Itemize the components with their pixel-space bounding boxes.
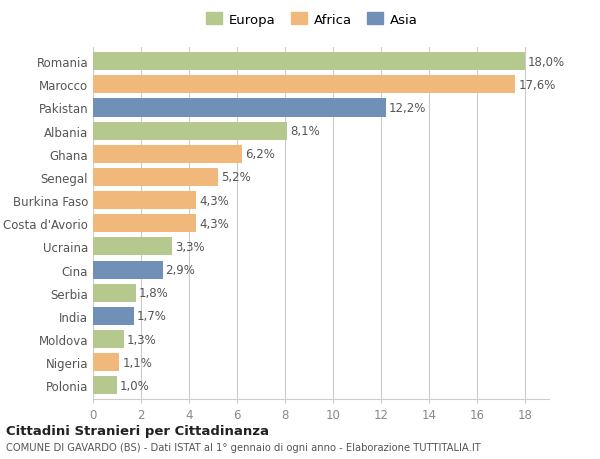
Text: 8,1%: 8,1% (290, 125, 320, 138)
Text: 1,1%: 1,1% (122, 356, 152, 369)
Bar (93, 261, 163, 279)
Bar (93, 53, 525, 71)
Text: 5,2%: 5,2% (221, 171, 250, 184)
Text: 4,3%: 4,3% (199, 194, 229, 207)
Bar (93, 146, 242, 163)
Bar (93, 192, 196, 210)
Text: 17,6%: 17,6% (518, 78, 556, 92)
Bar (93, 215, 196, 233)
Legend: Europa, Africa, Asia: Europa, Africa, Asia (202, 9, 422, 30)
Text: 12,2%: 12,2% (389, 102, 426, 115)
Bar (93, 238, 172, 256)
Text: 2,9%: 2,9% (166, 263, 196, 276)
Bar (93, 99, 386, 117)
Bar (93, 123, 287, 140)
Text: 1,7%: 1,7% (137, 310, 167, 323)
Bar (93, 76, 515, 94)
Text: 1,3%: 1,3% (127, 333, 157, 346)
Bar (93, 168, 218, 186)
Text: Cittadini Stranieri per Cittadinanza: Cittadini Stranieri per Cittadinanza (6, 424, 269, 437)
Bar (93, 307, 134, 325)
Text: 18,0%: 18,0% (528, 56, 565, 68)
Text: 1,0%: 1,0% (120, 379, 149, 392)
Text: 6,2%: 6,2% (245, 148, 275, 161)
Text: 3,3%: 3,3% (175, 241, 205, 253)
Text: COMUNE DI GAVARDO (BS) - Dati ISTAT al 1° gennaio di ogni anno - Elaborazione TU: COMUNE DI GAVARDO (BS) - Dati ISTAT al 1… (6, 442, 481, 452)
Bar (93, 353, 119, 371)
Bar (93, 376, 117, 394)
Bar (93, 284, 136, 302)
Bar (93, 330, 124, 348)
Text: 1,8%: 1,8% (139, 286, 169, 300)
Text: 4,3%: 4,3% (199, 217, 229, 230)
